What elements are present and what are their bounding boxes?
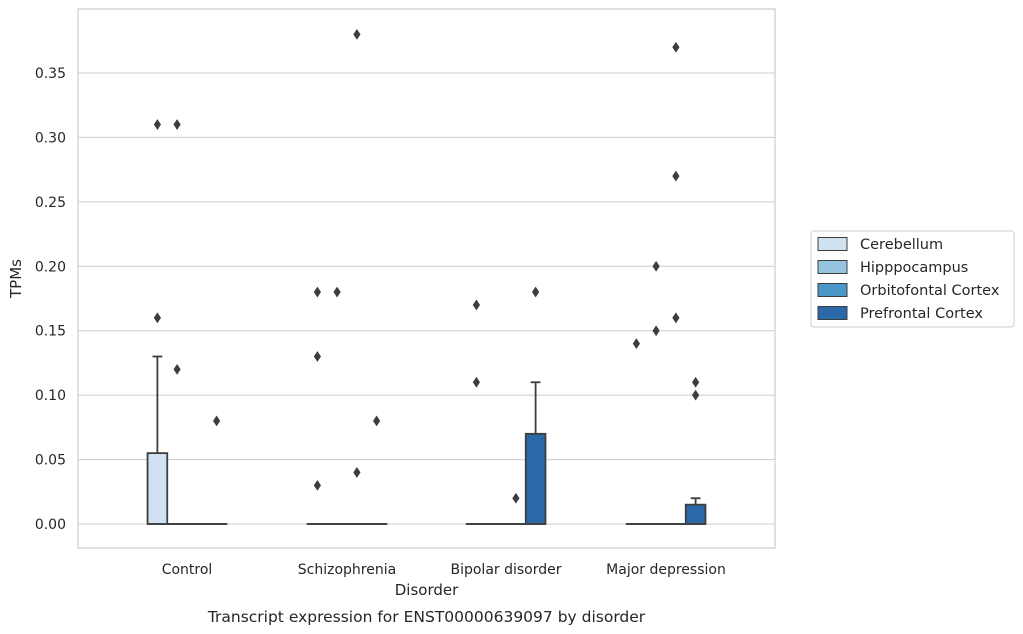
chart-caption: Transcript expression for ENST0000063909… [207,608,646,626]
grid [78,72,775,525]
outlier-point [692,389,700,401]
outlier-point [632,338,640,349]
y-axis-label: TPMs [7,259,25,299]
outlier-point [333,286,341,298]
outlier-point [313,479,321,491]
outlier-point [373,415,381,427]
y-tick-label: 0.00 [35,517,66,533]
legend-swatch [817,283,848,297]
outlier-point [672,170,680,182]
legend-label: Prefrontal Cortex [860,306,983,322]
plot-frame [77,8,776,549]
legend-label: Orbitofontal Cortex [860,283,1000,299]
box [524,381,547,525]
x-axis-ticks: Control Schizophrenia Bipolar disorder Majo… [162,562,726,578]
outlier-point [213,415,221,427]
plot-boxes [146,355,707,525]
outlier-point [353,28,361,40]
outlier-point [153,119,161,130]
outlier-point [353,467,361,478]
outlier-point [512,492,520,504]
x-tick-label: Bipolar disorder [450,562,561,578]
box-body [146,452,169,525]
outlier-point [313,286,321,298]
y-tick-label: 0.30 [35,130,66,146]
outlier-point [472,299,480,311]
box [684,497,707,525]
y-tick-label: 0.05 [35,453,66,469]
outlier-point [153,312,161,324]
box-body [684,503,707,525]
y-axis-ticks: 0.00 0.05 0.10 0.15 0.20 0.25 0.30 0.35 [35,66,66,533]
plot-outliers [153,28,700,504]
x-axis-label: Disorder [395,581,459,599]
x-tick-label: Control [162,562,213,578]
y-tick-label: 0.35 [35,66,66,82]
outlier-point [672,312,680,324]
legend-swatch [817,237,848,251]
legend-swatch [817,306,848,320]
outlier-point [692,376,700,388]
outlier-point [672,41,680,53]
y-tick-label: 0.25 [35,195,66,211]
legend: Cerebellum Hipppocampus Orbitofontal Corte… [810,230,1015,328]
x-tick-label: Schizophrenia [298,562,396,578]
outlier-point [472,376,480,388]
outlier-point [313,351,321,362]
box [146,355,169,525]
outlier-point [532,286,540,298]
legend-swatch [817,260,848,274]
legend-label: Cerebellum [860,237,943,253]
y-tick-label: 0.20 [35,259,66,275]
outlier-point [173,119,181,130]
outlier-point [652,260,660,272]
x-tick-label: Major depression [606,562,726,578]
box-body [524,432,547,525]
outlier-point [652,325,660,337]
y-tick-label: 0.10 [35,388,66,404]
legend-frame [810,230,1015,328]
legend-label: Hipppocampus [860,260,968,276]
y-tick-label: 0.15 [35,324,66,340]
outlier-point [173,363,181,375]
